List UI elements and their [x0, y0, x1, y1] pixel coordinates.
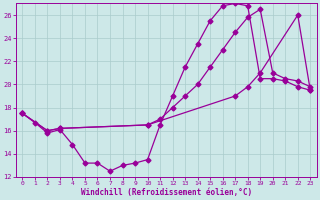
X-axis label: Windchill (Refroidissement éolien,°C): Windchill (Refroidissement éolien,°C) [81, 188, 252, 197]
